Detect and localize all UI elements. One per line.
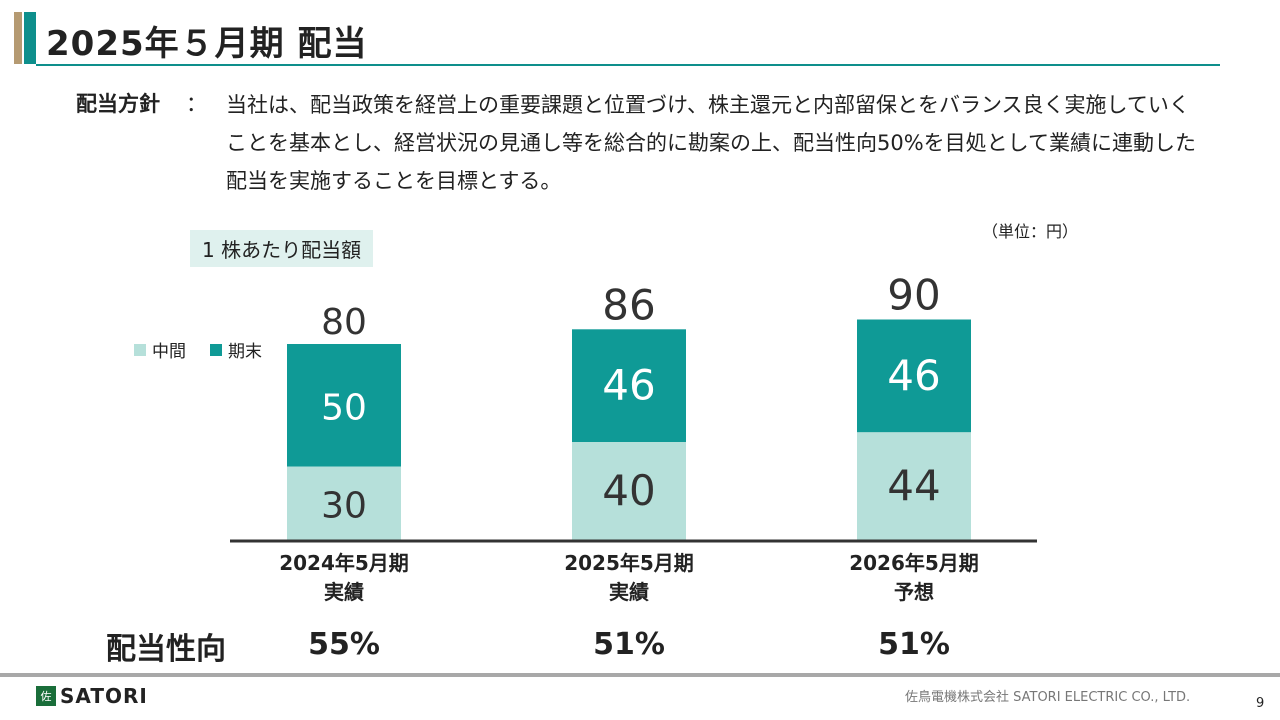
legend-label-interim: 中間 <box>152 342 186 362</box>
category-label-1-1: 実績 <box>609 580 649 604</box>
page-number: 9 <box>1256 696 1265 711</box>
category-label-2-0: 2026年5月期 <box>849 551 979 575</box>
bar-total-label-1: 86 <box>602 280 655 329</box>
legend-label-final: 期末 <box>228 342 262 362</box>
company-name: 佐鳥電機株式会社 SATORI ELECTRIC CO., LTD. <box>905 690 1191 705</box>
policy-text: 当社は、配当政策を経営上の重要課題と位置づけ、株主還元と内部留保とをバランス良く… <box>226 93 1197 193</box>
policy-colon: ： <box>186 92 207 116</box>
category-label-2-1: 予想 <box>894 580 934 604</box>
unit-label: （単位：円） <box>982 222 1079 241</box>
logo-text: SATORI <box>60 684 148 708</box>
page-title: 2025年５月期 配当 <box>46 24 368 64</box>
logo-icon: 佐 <box>36 686 56 706</box>
chart-title: 1 株あたり配当額 <box>190 230 374 267</box>
bar-value-label-1-2: 46 <box>887 351 940 400</box>
category-label-0-1: 実績 <box>324 580 364 604</box>
payout-label: 配当性向 <box>106 632 226 667</box>
bar-value-label-0-2: 44 <box>887 461 940 510</box>
bar-final-2 <box>857 319 971 433</box>
title-accent <box>14 12 22 64</box>
title-accent-teal <box>24 12 36 64</box>
bar-value-label-1-0: 50 <box>321 387 367 428</box>
payout-value-1: 51% <box>593 627 665 662</box>
title-underline <box>36 64 1220 66</box>
bar-value-label-0-1: 40 <box>602 466 655 515</box>
bar-total-label-0: 80 <box>321 302 367 343</box>
bar-interim-2 <box>857 432 971 540</box>
bar-value-label-1-1: 46 <box>602 361 655 410</box>
bar-interim-1 <box>572 442 686 540</box>
category-label-1-0: 2025年5月期 <box>564 551 694 575</box>
legend-swatch-final <box>210 343 222 356</box>
company-logo: 佐 SATORI <box>36 684 148 708</box>
category-label-0-0: 2024年5月期 <box>279 551 409 575</box>
bar-interim-0 <box>287 466 401 540</box>
bar-final-1 <box>572 329 686 442</box>
bar-value-label-0-0: 30 <box>321 485 367 526</box>
payout-value-0: 55% <box>308 627 380 662</box>
policy-label: 配当方針 <box>76 92 160 116</box>
footer-divider <box>0 673 1280 677</box>
payout-value-2: 51% <box>878 627 950 662</box>
bar-total-label-2: 90 <box>887 271 940 320</box>
legend: 中間 期末 <box>134 337 262 362</box>
legend-swatch-interim <box>134 343 146 356</box>
bar-final-0 <box>287 344 401 467</box>
